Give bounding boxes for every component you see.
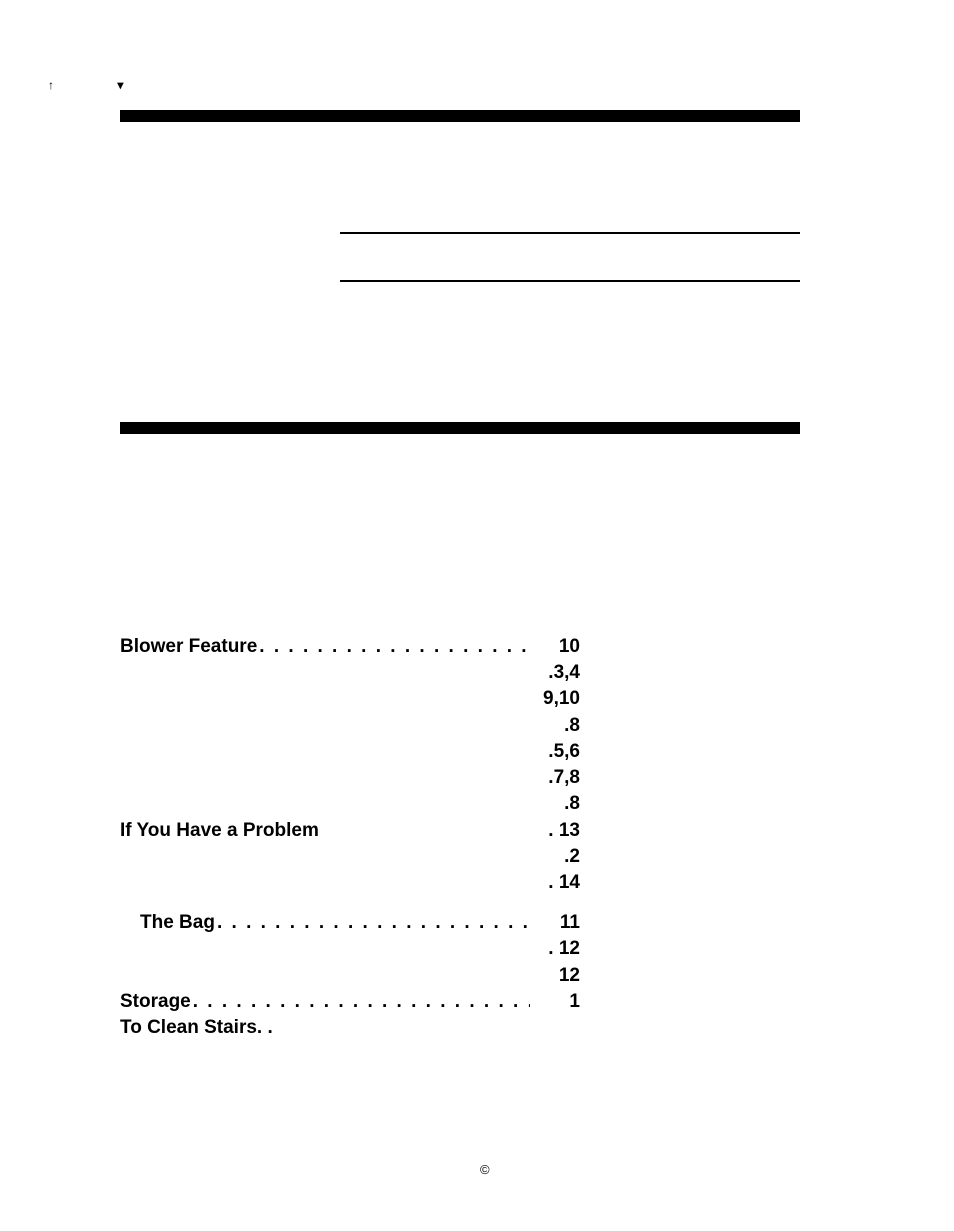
toc-row: .8 — [120, 713, 580, 739]
toc-row: To Clean Stairs. . — [120, 1015, 580, 1041]
toc-row: .3,4 — [120, 660, 580, 686]
toc-page-number: . 12 — [530, 936, 580, 962]
toc-page-number: . 13 — [530, 818, 580, 844]
toc-page-number: .5,6 — [530, 739, 580, 765]
toc-leader-dots: . . . . . . . . . . . . . . . . . . . . … — [215, 910, 530, 936]
mid-thick-rule — [120, 422, 800, 434]
toc-row: Storage. . . . . . . . . . . . . . . . .… — [120, 989, 580, 1015]
toc-label: Storage — [120, 989, 191, 1015]
toc-label: If You Have a Problem — [120, 818, 319, 844]
toc-row: .8 — [120, 791, 580, 817]
toc-page-number: .7,8 — [530, 765, 580, 791]
toc-page-number: 1 — [530, 989, 580, 1015]
toc-page-number: .2 — [530, 844, 580, 870]
toc-label: To Clean Stairs. . — [120, 1015, 273, 1041]
top-thick-rule — [120, 110, 800, 122]
toc-row: If You Have a Problem . 13 — [120, 818, 580, 844]
toc-page-number: .8 — [530, 791, 580, 817]
toc-row: . 14 — [120, 870, 580, 896]
toc-leader-dots: . . . . . . . . . . . . . . . . . . . . … — [191, 989, 530, 1015]
form-lines-area — [340, 232, 800, 282]
toc-page-number: 10 — [530, 634, 580, 660]
toc-label: The Bag — [140, 910, 215, 936]
toc-page-number: 11 — [530, 910, 580, 936]
toc-page-number: .3,4 — [530, 660, 580, 686]
toc-page-number: . 14 — [530, 870, 580, 896]
toc-spacer — [120, 896, 580, 910]
toc-row: 12 — [120, 963, 580, 989]
toc-row: .2 — [120, 844, 580, 870]
toc-row: .7,8 — [120, 765, 580, 791]
toc-row: 9,10 — [120, 686, 580, 712]
document-page: Blower Feature. . . . . . . . . . . . . … — [120, 110, 800, 1041]
corner-marks: ↑ ▾ — [48, 78, 153, 92]
toc-row: The Bag. . . . . . . . . . . . . . . . .… — [120, 910, 580, 936]
toc-leader-dots: . . . . . . . . . . . . . . . . . . . . … — [257, 634, 530, 660]
toc-label: Blower Feature — [120, 634, 257, 660]
toc-row: Blower Feature. . . . . . . . . . . . . … — [120, 634, 580, 660]
table-of-contents: Blower Feature. . . . . . . . . . . . . … — [120, 634, 580, 1041]
copyright-symbol: © — [480, 1162, 490, 1177]
toc-row: . 12 — [120, 936, 580, 962]
toc-page-number: 12 — [530, 963, 580, 989]
toc-page-number: 9,10 — [530, 686, 580, 712]
toc-row: .5,6 — [120, 739, 580, 765]
toc-page-number: .8 — [530, 713, 580, 739]
